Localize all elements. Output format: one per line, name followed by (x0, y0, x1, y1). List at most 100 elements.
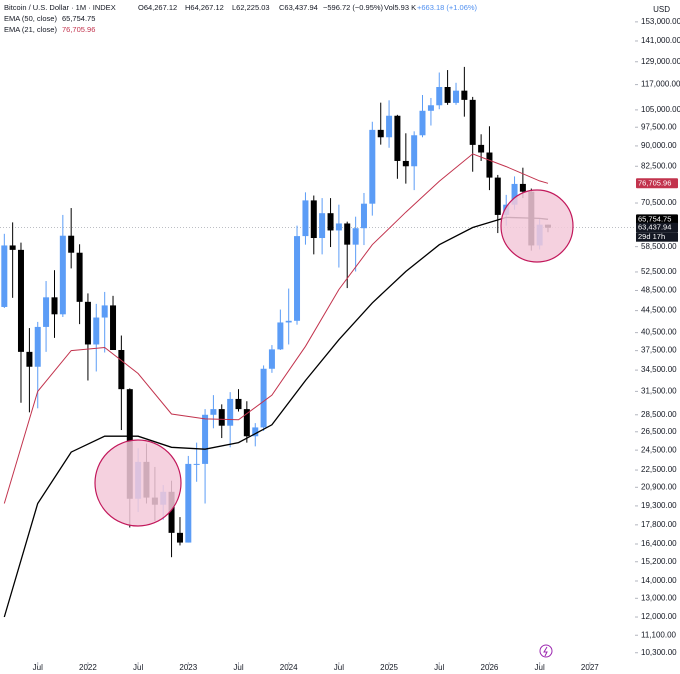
candle-body (344, 223, 351, 245)
y-tick-label: 40,500.00 (641, 328, 677, 337)
candle-body (34, 326, 41, 367)
x-tick-label: Jul (133, 663, 143, 672)
candle-body (369, 129, 376, 204)
y-tick-label: 82,500.00 (641, 161, 677, 170)
candle-body (478, 144, 485, 153)
x-tick-label: 2025 (380, 663, 398, 672)
replay-icon[interactable] (539, 644, 553, 658)
candle-body (93, 317, 100, 345)
icon-glyph (543, 646, 548, 657)
y-tick-label: 117,000.00 (641, 80, 680, 89)
y-tick-label: 17,800.00 (641, 520, 677, 529)
candle-body (411, 135, 418, 167)
y-tick-label: 28,500.00 (641, 410, 677, 419)
candle-body (444, 86, 451, 103)
y-tick-label: 48,500.00 (641, 286, 677, 295)
annotations (94, 189, 574, 527)
price-badge-label: 63,437.94 (638, 223, 671, 232)
candle-body (227, 398, 234, 426)
candle-body (302, 200, 309, 237)
candle-body (469, 99, 476, 145)
y-tick-label: 14,000.00 (641, 576, 677, 585)
candle-body (268, 349, 275, 369)
candle-body (310, 200, 317, 239)
y-tick-label: 12,000.00 (641, 612, 677, 621)
candle-body (193, 463, 200, 465)
candle-body (17, 249, 24, 352)
candle-body (519, 183, 526, 192)
legend-value: 76,705.96 (62, 25, 95, 34)
legend-label: EMA (21, close) (4, 25, 57, 34)
candle-body (461, 90, 468, 100)
price-badge (636, 222, 678, 233)
price-badge (636, 214, 678, 225)
candle-body (252, 427, 259, 437)
candle-body (419, 110, 426, 136)
x-tick-label: Jul (434, 663, 444, 672)
candle-body (243, 409, 250, 437)
candle-body (402, 160, 409, 167)
y-tick-label: 31,500.00 (641, 386, 677, 395)
candle-body (1, 245, 8, 307)
highlight-circle (94, 439, 182, 527)
candle-body (218, 409, 225, 426)
candle-body (210, 409, 217, 415)
candle-body (260, 368, 267, 428)
candle-body (101, 305, 108, 318)
currency: USD (653, 5, 670, 14)
countdown: 29d 17h (638, 232, 665, 241)
x-tick-label: Jul (535, 663, 545, 672)
candle-body (386, 115, 393, 138)
candle-body (285, 320, 292, 323)
candle-body (185, 463, 192, 543)
candle-body (26, 351, 33, 367)
candle-body (486, 152, 493, 178)
candle-body (494, 177, 501, 215)
candle-body (118, 349, 125, 390)
y-tick-label: 153,000.00 (641, 17, 680, 26)
candle-body (352, 228, 359, 245)
candle-body (176, 532, 183, 543)
candle-body (377, 129, 384, 138)
ema-line (3, 153, 549, 504)
candle-body (453, 90, 460, 103)
highlight-circle (500, 189, 574, 263)
candle-body (394, 115, 401, 161)
candle-body (277, 322, 284, 350)
y-tick-label: 58,500.00 (641, 242, 677, 251)
candle-body (294, 236, 301, 321)
y-tick-label: 15,200.00 (641, 557, 677, 566)
candle-body (235, 398, 242, 410)
y-tick-label: 13,000.00 (641, 593, 677, 602)
price-badge (636, 178, 678, 189)
legend-label: EMA (50, close) (4, 14, 57, 23)
y-tick-label: 19,300.00 (641, 501, 677, 510)
candle-body (43, 297, 50, 327)
y-tick-label: 44,500.00 (641, 306, 677, 315)
x-tick-label: 2022 (79, 663, 97, 672)
ohlc-close: C63,437.94 (279, 3, 318, 12)
x-tick-label: Jul (233, 663, 243, 672)
ohlc-low: L62,225.03 (232, 3, 270, 12)
candle-body (327, 213, 334, 231)
y-tick-label: 11,100.00 (641, 630, 677, 639)
y-tick-label: 34,500.00 (641, 365, 677, 374)
x-tick-label: Jul (33, 663, 43, 672)
x-tick-label: 2026 (481, 663, 499, 672)
ohlc-open: O64,267.12 (138, 3, 177, 12)
candle-body (335, 223, 342, 231)
y-tick-label: 105,000.00 (641, 105, 680, 114)
candle-body (168, 491, 175, 533)
volume: Vol5.93 K (384, 3, 416, 12)
candle-body (319, 213, 326, 239)
y-tick-label: 90,000.00 (641, 141, 677, 150)
icon[interactable] (539, 644, 553, 658)
candle-body (68, 235, 75, 253)
candle-body (360, 203, 367, 229)
price-badge-label: 65,754.75 (638, 214, 671, 223)
candle-body (59, 235, 66, 315)
y-tick-label: 37,500.00 (641, 346, 677, 355)
legend-value: 65,754.75 (62, 14, 95, 23)
candle-body (76, 252, 83, 302)
